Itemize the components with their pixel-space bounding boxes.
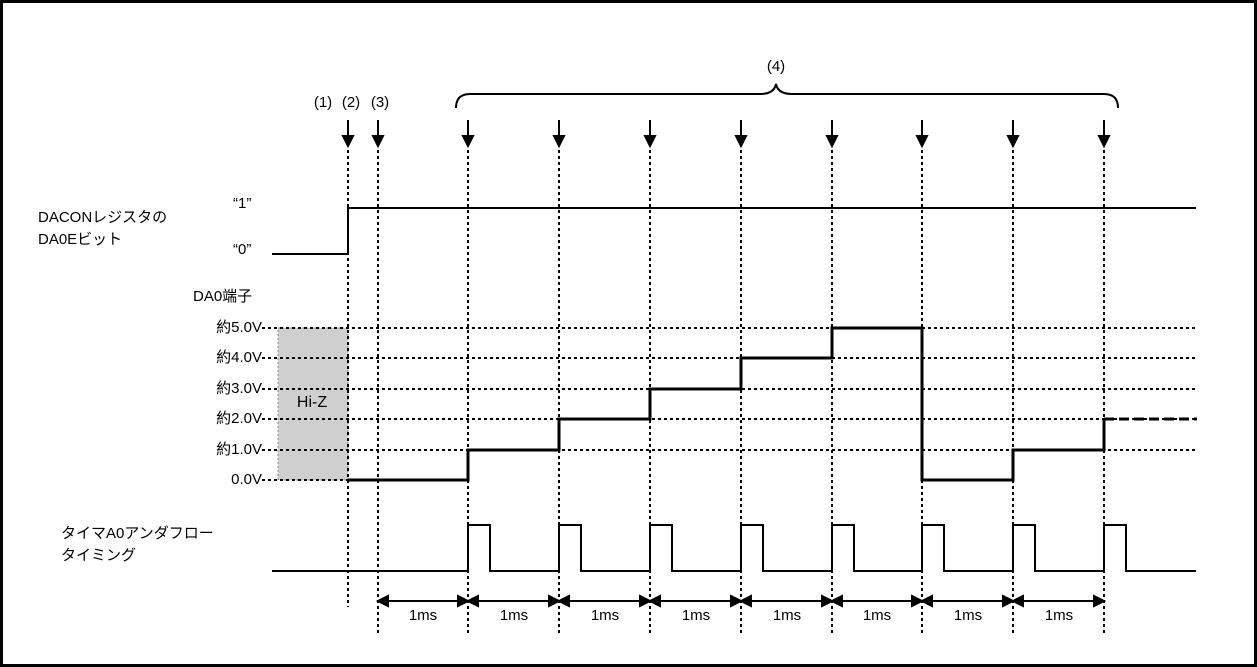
state-high-label: “1” bbox=[233, 195, 252, 212]
timer-underflow-waveform bbox=[272, 524, 1196, 572]
event-arrows bbox=[341, 120, 1111, 149]
dacon-label-line2: DA0Eビット bbox=[38, 231, 123, 248]
da0e-bit-waveform bbox=[272, 207, 1196, 255]
voltage-label-0v: 0.0V bbox=[231, 471, 262, 488]
timer-label-line1: タイマA0アンダフロー bbox=[61, 525, 214, 542]
da0-pin-label: DA0端子 bbox=[193, 288, 253, 305]
arrow-5 bbox=[643, 120, 657, 149]
arrow-2 bbox=[371, 120, 385, 149]
interval-1 bbox=[375, 594, 471, 608]
marker-2: (2) bbox=[341, 94, 361, 111]
interval-8 bbox=[1010, 594, 1107, 608]
arrow-6 bbox=[734, 120, 748, 149]
interval-label-3: 1ms bbox=[590, 607, 620, 624]
voltage-label-1v: 約1.0V bbox=[216, 441, 262, 458]
arrow-1 bbox=[341, 120, 355, 149]
interval-label-7: 1ms bbox=[953, 607, 983, 624]
interval-label-2: 1ms bbox=[499, 607, 529, 624]
arrow-10 bbox=[1097, 120, 1111, 149]
marker-1: (1) bbox=[313, 94, 333, 111]
group-4-brace bbox=[455, 83, 1119, 109]
interval-label-4: 1ms bbox=[681, 607, 711, 624]
interval-label-5: 1ms bbox=[772, 607, 802, 624]
arrow-8 bbox=[915, 120, 929, 149]
arrow-7 bbox=[825, 120, 839, 149]
interval-dimensions bbox=[375, 594, 1107, 608]
hiz-label: Hi-Z bbox=[296, 394, 328, 411]
da0-output-waveform bbox=[348, 326, 1106, 482]
arrow-3 bbox=[461, 120, 475, 149]
arrow-9 bbox=[1006, 120, 1020, 149]
voltage-label-3v: 約3.0V bbox=[216, 380, 262, 397]
interval-4 bbox=[647, 594, 744, 608]
voltage-label-2v: 約2.0V bbox=[216, 410, 262, 427]
hiz-region bbox=[277, 327, 349, 481]
voltage-label-4v: 約4.0V bbox=[216, 349, 262, 366]
interval-3 bbox=[556, 594, 653, 608]
interval-7 bbox=[919, 594, 1016, 608]
interval-5 bbox=[738, 594, 835, 608]
event-lines bbox=[347, 150, 1105, 633]
state-low-label: “0” bbox=[233, 241, 252, 258]
arrow-4 bbox=[552, 120, 566, 149]
marker-4: (4) bbox=[766, 58, 786, 75]
interval-label-8: 1ms bbox=[1044, 607, 1074, 624]
dacon-label-line1: DACONレジスタの bbox=[38, 209, 168, 226]
timer-label-line2: タイミング bbox=[61, 547, 137, 564]
interval-label-6: 1ms bbox=[862, 607, 892, 624]
interval-2 bbox=[465, 594, 562, 608]
interval-label-1: 1ms bbox=[408, 607, 438, 624]
interval-6 bbox=[829, 594, 925, 608]
voltage-label-5v: 約5.0V bbox=[216, 319, 262, 336]
marker-3: (3) bbox=[370, 94, 390, 111]
voltage-gridlines bbox=[262, 327, 1197, 481]
